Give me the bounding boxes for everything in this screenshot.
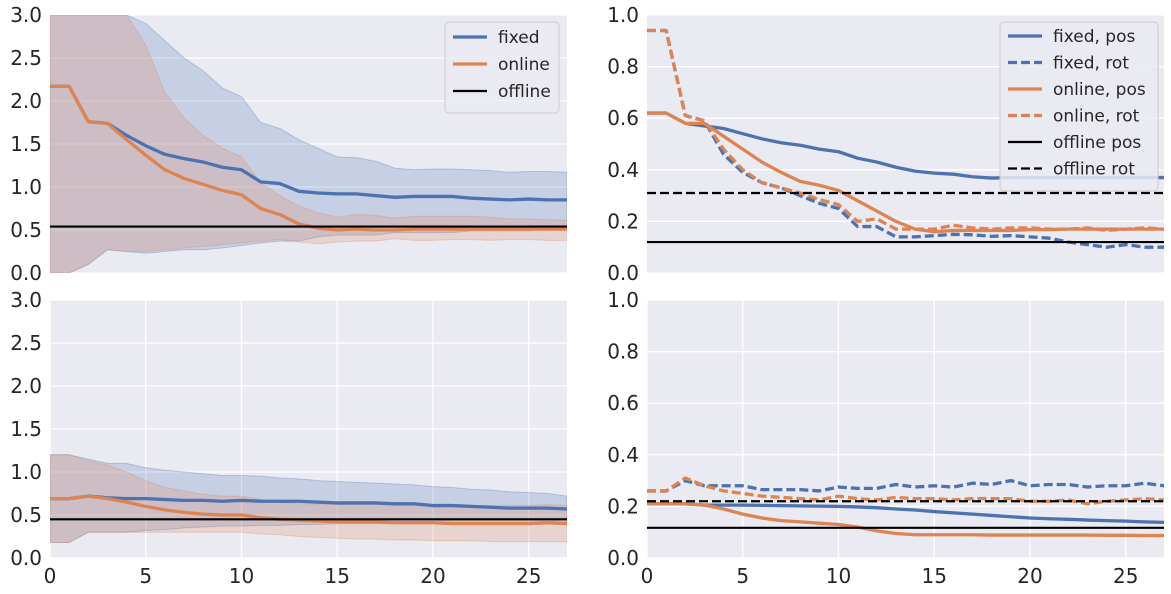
legend: fixed, pos fixed, rot online, pos online, r… xyxy=(999,21,1159,192)
y-tick-label: 1.0 xyxy=(607,288,639,312)
x-tick-label: 25 xyxy=(516,564,541,588)
legend-label: offline pos xyxy=(1053,133,1141,153)
line-fixed-rot xyxy=(647,28,1164,249)
legend-label: fixed, rot xyxy=(1053,54,1129,74)
x-tick-label: 10 xyxy=(826,564,851,588)
line-fixed xyxy=(50,494,567,511)
x-tick-label: 0 xyxy=(44,564,57,588)
y-tick-label: 0.2 xyxy=(607,209,639,233)
line-online xyxy=(50,494,567,526)
y-tick-label: 0.0 xyxy=(10,261,42,285)
legend-label: online xyxy=(498,55,550,75)
y-tick-label: 2.0 xyxy=(10,89,42,113)
x-tick-label: 15 xyxy=(324,564,349,588)
y-tick-label: 0.0 xyxy=(607,546,639,570)
band-fixed xyxy=(50,15,567,273)
legend-label: online, rot xyxy=(1053,107,1140,127)
line-online-pos xyxy=(647,502,1164,538)
legend-label: fixed, pos xyxy=(1053,27,1135,47)
line-fixed-rot xyxy=(647,478,1164,493)
legend-label: online, pos xyxy=(1053,80,1146,100)
y-tick-label: 0.6 xyxy=(607,391,639,415)
y-tick-label: 1.5 xyxy=(10,132,42,156)
y-tick-label: 2.0 xyxy=(10,374,42,398)
line-online-rot xyxy=(647,476,1164,506)
plot-area xyxy=(50,15,567,273)
band-online xyxy=(50,454,567,544)
y-tick-label: 3.0 xyxy=(10,3,42,27)
panel-bottom-right: 0.0 0.2 0.4 0.6 0.8 1.0 0 5 10 15 20 25 xyxy=(607,288,1164,588)
x-tick-label: 20 xyxy=(1017,564,1042,588)
y-tick-label: 0.6 xyxy=(607,106,639,130)
plot-area xyxy=(647,28,1164,249)
x-tick-label: 20 xyxy=(420,564,445,588)
x-tick-label: 0 xyxy=(641,564,654,588)
y-tick-label: 0.8 xyxy=(607,340,639,364)
plot-area xyxy=(50,454,567,544)
y-tick-label: 0.8 xyxy=(607,55,639,79)
plot-background xyxy=(647,300,1164,558)
legend: fixed online offline xyxy=(444,21,560,114)
panel-top-right: 0.0 0.2 0.4 0.6 0.8 1.0 fixed, pos fixed, rot on… xyxy=(607,3,1164,285)
y-tick-label: 0.5 xyxy=(10,218,42,242)
y-tick-label: 1.0 xyxy=(10,175,42,199)
x-tick-label: 5 xyxy=(139,564,152,588)
y-tick-label: 0.2 xyxy=(607,494,639,518)
legend-label: fixed xyxy=(498,28,540,48)
line-fixed-pos xyxy=(647,502,1164,525)
y-tick-label: 3.0 xyxy=(10,288,42,312)
panel-bottom-left: 0.0 0.5 1.0 1.5 2.0 2.5 3.0 0 5 10 15 20 25 xyxy=(10,288,567,588)
panel-top-left: 0.0 0.5 1.0 1.5 2.0 2.5 3.0 fixed online offline xyxy=(10,3,567,285)
y-tick-label: 1.5 xyxy=(10,417,42,441)
band-fixed xyxy=(50,454,567,544)
y-tick-label: 2.5 xyxy=(10,331,42,355)
legend-label: offline rot xyxy=(1053,160,1135,180)
x-tick-label: 5 xyxy=(736,564,749,588)
line-fixed xyxy=(50,84,567,202)
legend-box xyxy=(999,21,1159,192)
y-tick-label: 0.5 xyxy=(10,503,42,527)
y-tick-label: 1.0 xyxy=(607,3,639,27)
y-tick-label: 1.0 xyxy=(10,460,42,484)
x-tick-label: 10 xyxy=(229,564,254,588)
x-tick-label: 15 xyxy=(921,564,946,588)
y-tick-label: 2.5 xyxy=(10,46,42,70)
legend-label: offline xyxy=(498,82,551,102)
band-online xyxy=(50,15,567,273)
plot-area xyxy=(647,476,1164,538)
x-tick-label: 25 xyxy=(1113,564,1138,588)
line-online-rot xyxy=(647,28,1164,233)
y-tick-label: 0.0 xyxy=(607,261,639,285)
y-tick-label: 0.4 xyxy=(607,443,639,467)
y-tick-label: 0.4 xyxy=(607,158,639,182)
y-tick-label: 0.0 xyxy=(10,546,42,570)
